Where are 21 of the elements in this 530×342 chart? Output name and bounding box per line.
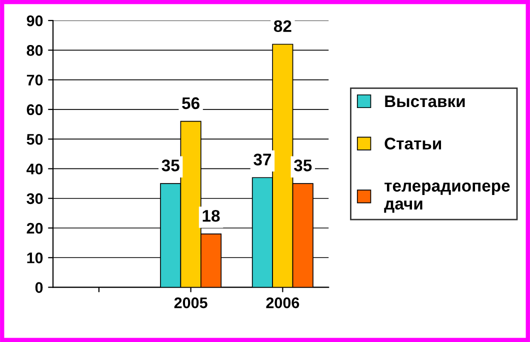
legend-label: Выставки	[385, 96, 465, 108]
legend-label: Статьи	[384, 138, 442, 150]
y-tick-label: 80	[26, 45, 43, 56]
y-tick-label: 0	[35, 282, 43, 293]
data-label: 82	[274, 20, 292, 32]
y-tick-label: 90	[26, 15, 43, 26]
y-tick-label: 60	[26, 104, 43, 116]
y-tick-label: 20	[26, 222, 43, 234]
x-tick-label: 2005	[174, 297, 208, 308]
data-label: 37	[254, 154, 271, 166]
y-tick-label: 40	[26, 164, 43, 174]
x-tick-label: 2006	[266, 297, 300, 308]
y-tick-label: 10	[27, 252, 43, 264]
data-label: 35	[162, 160, 180, 172]
data-label: 18	[202, 210, 220, 222]
data-label: 35	[294, 160, 312, 172]
y-tick-label: 30	[26, 193, 43, 204]
y-tick-label: 50	[26, 134, 43, 145]
data-label: 56	[182, 97, 200, 110]
legend-label: телерадиопередачи	[384, 182, 510, 213]
y-tick-label: 70	[26, 74, 43, 86]
